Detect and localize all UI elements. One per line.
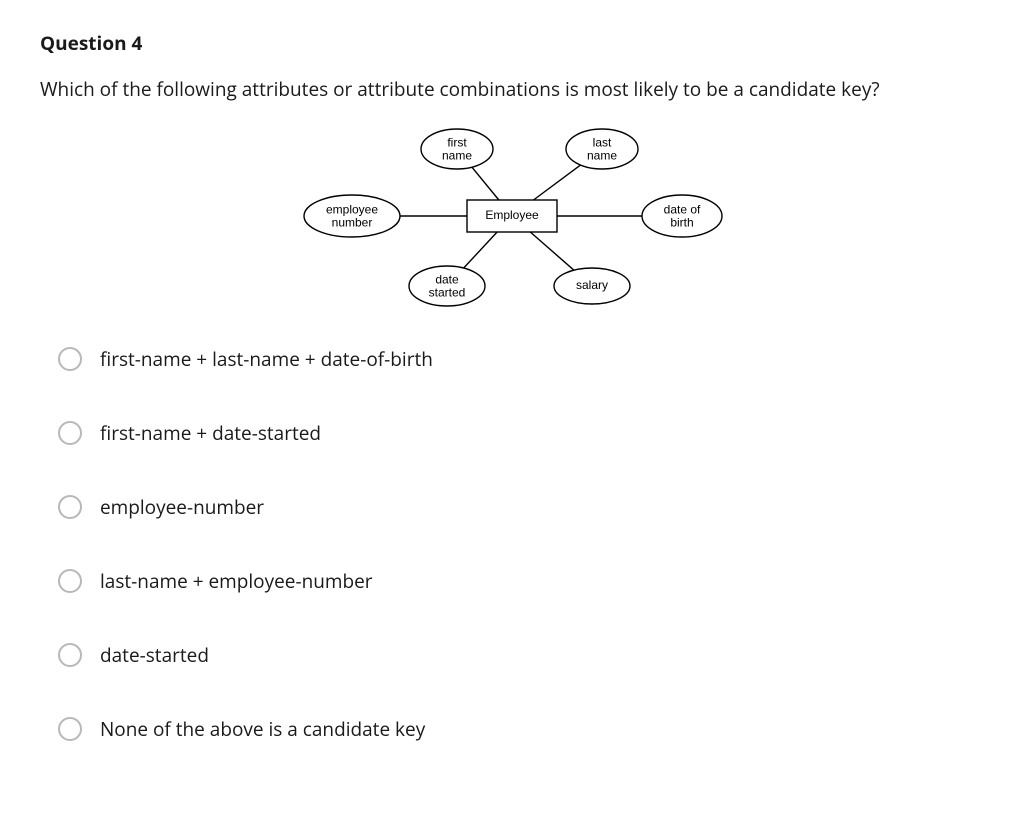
radio-icon (58, 643, 82, 667)
entity-label: Employee (485, 208, 539, 222)
attribute-label-salary: salary (576, 278, 608, 292)
option-5[interactable]: date-started (58, 642, 984, 668)
radio-icon (58, 569, 82, 593)
radio-icon (58, 421, 82, 445)
question-title: Question 4 (40, 30, 984, 56)
option-label: employee-number (100, 494, 264, 520)
option-6[interactable]: None of the above is a candidate key (58, 716, 984, 742)
question-prompt: Which of the following attributes or att… (40, 76, 984, 103)
attribute-label-employee-number: employeenumber (326, 202, 378, 229)
option-label: None of the above is a candidate key (100, 716, 425, 742)
er-diagram: Employeeemployeenumberfirstnamelastnamed… (277, 121, 747, 316)
diagram-container: Employeeemployeenumberfirstnamelastnamed… (40, 121, 984, 316)
radio-icon (58, 717, 82, 741)
option-3[interactable]: employee-number (58, 494, 984, 520)
option-label: last-name + employee-number (100, 568, 373, 594)
options-list: first-name + last-name + date-of-birth f… (40, 346, 984, 742)
option-label: first-name + date-started (100, 420, 321, 446)
option-1[interactable]: first-name + last-name + date-of-birth (58, 346, 984, 372)
option-2[interactable]: first-name + date-started (58, 420, 984, 446)
option-label: date-started (100, 642, 209, 668)
option-label: first-name + last-name + date-of-birth (100, 346, 433, 372)
radio-icon (58, 347, 82, 371)
option-4[interactable]: last-name + employee-number (58, 568, 984, 594)
question-container: Question 4 Which of the following attrib… (0, 0, 1024, 820)
radio-icon (58, 495, 82, 519)
